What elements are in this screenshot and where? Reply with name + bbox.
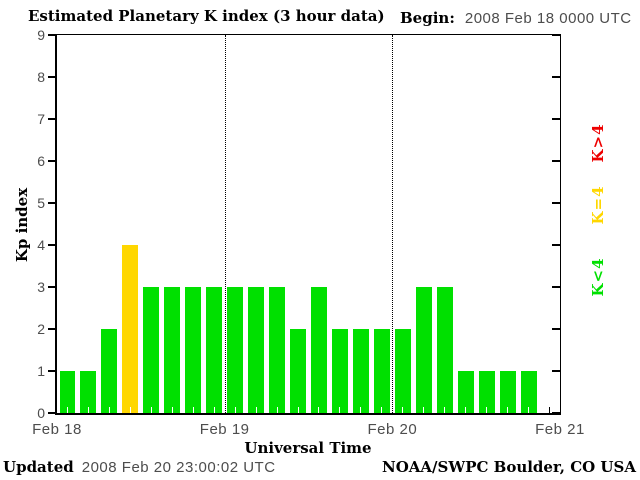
updated-info: Updated 2008 Feb 20 23:00:02 UTC: [3, 458, 276, 477]
x-minor-tick: [423, 407, 425, 413]
y-tick-left: [48, 76, 55, 78]
y-tick-label: 7: [37, 111, 45, 127]
kp-bar: [59, 371, 76, 413]
y-tick-right: [552, 286, 560, 288]
kp-bar: [101, 329, 118, 413]
x-tick-label-feb19: Feb 19: [199, 421, 250, 438]
x-minor-tick: [360, 407, 362, 413]
x-minor-tick: [507, 407, 509, 413]
kp-bar: [457, 371, 474, 413]
x-minor-tick: [87, 407, 89, 413]
kp-bar: [227, 287, 244, 413]
kp-bar: [478, 371, 495, 413]
y-tick-right: [552, 34, 560, 36]
y-tick-label: 5: [37, 195, 45, 211]
begin-value: 2008 Feb 18 0000 UTC: [464, 10, 632, 27]
kp-bar: [122, 245, 139, 413]
y-tick-left: [48, 286, 55, 288]
kp-bar: [520, 371, 537, 413]
kp-bar: [352, 329, 369, 413]
page-title: Estimated Planetary K index (3 hour data…: [28, 7, 385, 25]
kp-bar: [311, 287, 327, 413]
day-gridline-feb19: [224, 35, 226, 413]
y-tick-left: [48, 34, 55, 36]
kp-bar: [499, 371, 516, 413]
updated-value: 2008 Feb 20 23:00:02 UTC: [81, 459, 276, 476]
x-minor-tick: [339, 407, 341, 413]
y-tick-right: [552, 412, 560, 414]
y-tick-left: [48, 160, 55, 162]
x-minor-tick: [192, 407, 194, 413]
y-tick-right: [552, 118, 560, 120]
y-tick-right: [552, 328, 560, 330]
x-minor-tick: [66, 407, 68, 413]
kp-bar: [394, 329, 411, 413]
credit-text: NOAA/SWPC Boulder, CO USA: [381, 458, 636, 476]
x-minor-tick: [444, 407, 446, 413]
x-minor-tick: [255, 407, 257, 413]
kp-bar: [269, 287, 286, 413]
y-tick-label: 6: [37, 153, 45, 169]
y-tick-left: [48, 244, 55, 246]
y-tick-label: 0: [37, 405, 45, 421]
legend-item-k-equal-4: K=4: [589, 185, 607, 225]
y-tick-label: 4: [37, 237, 45, 253]
kp-bar: [331, 329, 348, 413]
x-tick-label-feb18: Feb 18: [32, 421, 82, 438]
day-gridline-feb20: [392, 35, 394, 413]
kp-bar: [436, 287, 453, 413]
y-tick-left: [48, 328, 55, 330]
y-tick-right: [552, 244, 560, 246]
kp-bar: [185, 287, 202, 413]
x-minor-tick: [297, 407, 299, 413]
kp-bar: [290, 329, 306, 413]
y-tick-label: 3: [37, 279, 45, 295]
y-tick-right: [552, 202, 560, 204]
plot-area: 0 1 2 3 4 5 6 7 8 9 Feb 18 Feb 19 Feb 20 Feb 21: [32, 27, 584, 438]
kp-bar: [143, 287, 160, 413]
x-minor-tick: [129, 407, 131, 413]
plot-frame: 0 1 2 3 4 5 6 7 8 9 Feb 18 Feb 19 Feb 20 Feb 21: [32, 27, 584, 438]
y-tick-left: [48, 118, 55, 120]
x-minor-tick: [486, 407, 488, 413]
y-axis-title: Kp index: [13, 187, 31, 263]
begin-label: Begin:: [400, 9, 455, 27]
x-minor-tick: [171, 407, 173, 413]
begin-info: Begin: 2008 Feb 18 0000 UTC: [400, 9, 632, 28]
x-minor-tick: [528, 407, 530, 413]
kp-bar: [206, 287, 223, 413]
kp-bar: [248, 287, 265, 413]
y-tick-left: [48, 370, 55, 372]
x-minor-tick: [213, 407, 215, 413]
x-minor-tick: [108, 407, 110, 413]
legend-item-k-above-4: K>4: [589, 123, 607, 163]
x-minor-tick: [465, 407, 467, 413]
y-tick-label: 2: [37, 321, 45, 337]
kp-bar: [373, 329, 390, 413]
kp-bar: [164, 287, 181, 413]
x-axis-title: Universal Time: [244, 439, 372, 457]
y-tick-label: 8: [37, 69, 45, 85]
y-tick-left: [48, 202, 55, 204]
kp-bar: [80, 371, 97, 413]
legend-item-k-below-4: K<4: [589, 257, 607, 297]
x-minor-tick: [381, 407, 383, 413]
x-minor-tick: [276, 407, 278, 413]
x-minor-tick: [150, 407, 152, 413]
y-tick-label: 1: [37, 363, 45, 379]
x-minor-tick: [318, 407, 320, 413]
y-tick-label: 9: [37, 27, 45, 43]
y-tick-right: [552, 76, 560, 78]
y-tick-right: [552, 370, 560, 372]
updated-label: Updated: [3, 458, 74, 476]
y-tick-right: [552, 160, 560, 162]
x-tick-label-feb21: Feb 21: [535, 421, 585, 438]
x-minor-tick: [549, 407, 551, 413]
kp-bar: [415, 287, 432, 413]
y-tick-left: [48, 412, 55, 414]
x-minor-tick: [402, 407, 404, 413]
x-minor-tick: [234, 407, 236, 413]
x-tick-label-feb20: Feb 20: [367, 421, 418, 438]
